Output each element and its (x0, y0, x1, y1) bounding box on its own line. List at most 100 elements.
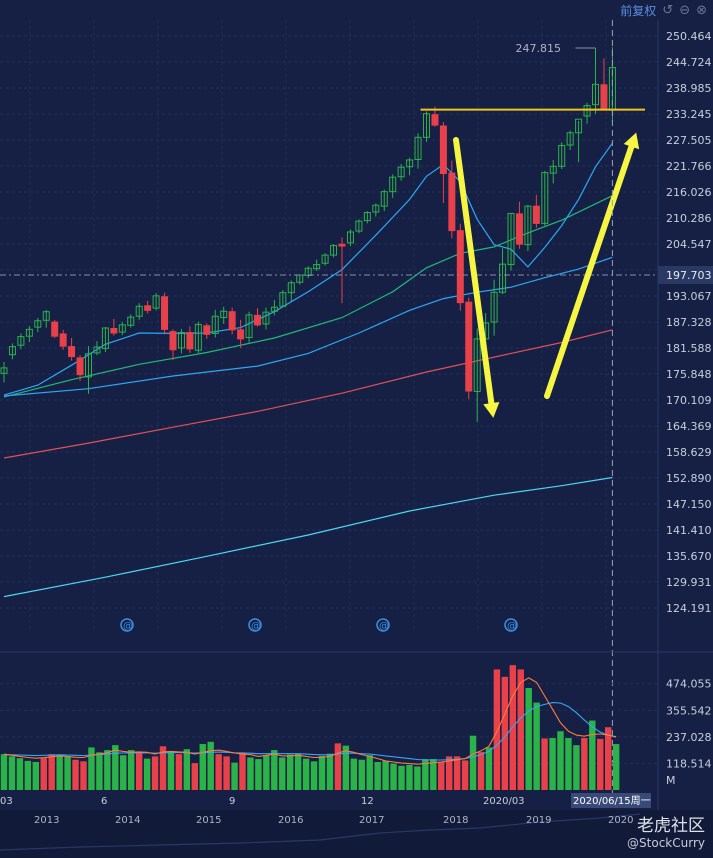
candle-body (465, 301, 473, 392)
candle-body (34, 320, 42, 328)
y-tick-label: 221.766 (666, 160, 712, 173)
moving-average-line (3, 329, 613, 459)
y-tick-label: 238.985 (666, 82, 712, 95)
y-tick-label: 193.067 (666, 290, 712, 303)
candle-body (600, 84, 608, 109)
volume-bar (533, 702, 540, 790)
candle-body (118, 324, 126, 333)
y-tick-label: 124.191 (666, 602, 712, 615)
timeline-overview-line (0, 813, 641, 851)
max-price-label: 247.815 (516, 42, 562, 55)
volume-bar (398, 765, 405, 790)
vol-tick-label: 118.514 (666, 757, 712, 770)
candle-body (237, 329, 245, 340)
volume-bar (120, 755, 127, 790)
volume-bar (358, 759, 365, 790)
candle-body (423, 113, 430, 138)
candle-body (8, 346, 16, 356)
candle-body (17, 336, 25, 346)
vol-tick-label: 237.028 (666, 731, 712, 744)
y-tick-label: 187.328 (666, 316, 712, 329)
volume-bar (128, 750, 135, 790)
volume-bar (223, 756, 230, 790)
volume-bar (438, 761, 445, 790)
candle-body (211, 315, 219, 334)
candle-body (566, 132, 574, 146)
candle-body (473, 338, 481, 392)
volume-bar (597, 738, 604, 790)
moving-average-line (3, 142, 613, 396)
volume-bar (56, 755, 63, 790)
volume-bar (382, 760, 389, 790)
volume-bar (565, 738, 572, 790)
cursor-date-box (571, 793, 651, 808)
volume-bar (446, 756, 453, 790)
volume-bar (469, 735, 477, 790)
y-tick-label: 135.670 (666, 550, 712, 563)
volume-bar (183, 749, 191, 790)
close-icon[interactable]: ⊗ (696, 2, 707, 18)
candle-body (279, 292, 287, 307)
moving-average-line (3, 476, 613, 598)
volume-bar (350, 758, 357, 790)
candle-body (51, 321, 59, 337)
volume-bar (342, 745, 350, 790)
undo-icon[interactable]: ↺ (662, 2, 674, 18)
candle-body (127, 316, 135, 326)
y-tick-label: 216.026 (666, 186, 712, 199)
candle-body (152, 295, 160, 309)
candle-body (363, 212, 371, 222)
candle-body (254, 314, 261, 326)
candle-body (245, 314, 253, 339)
up-arrow-head (623, 132, 640, 150)
candle-body (287, 282, 295, 294)
vol-tick-label: 474.055 (666, 678, 712, 691)
candle-body (507, 212, 515, 266)
candle-body (203, 325, 211, 335)
y-tick-label: 147.150 (666, 498, 712, 511)
event-marker (120, 618, 134, 632)
y-tick-label: 181.588 (666, 342, 712, 355)
candle-body (541, 172, 549, 224)
y-tick-label: 175.848 (666, 368, 712, 381)
candle-body (85, 353, 92, 378)
candle-body (524, 205, 532, 246)
vol-unit-label: M (666, 774, 676, 787)
candle-body (42, 311, 50, 321)
price-adjust-toggle[interactable]: 前复权 (620, 3, 657, 18)
event-marker-label: @ (379, 621, 389, 632)
volume-bar (493, 669, 501, 790)
candle-body (135, 305, 143, 317)
volume-bar (302, 758, 310, 790)
volume-bar (72, 759, 79, 790)
volume-bar (477, 751, 485, 790)
vol-x-tick-label: 2020/03 (483, 796, 525, 807)
volume-bar (112, 745, 119, 790)
candle-body (549, 165, 557, 174)
y-tick-label: 250.464 (666, 30, 712, 43)
volume-bar (135, 753, 143, 790)
minus-circle-icon[interactable]: ⊖ (679, 2, 691, 18)
volume-bar (541, 738, 548, 790)
timeline-year-label: 2017 (359, 815, 384, 826)
candle-body (583, 105, 591, 117)
y-tick-label: 141.410 (666, 524, 712, 537)
candle-body (372, 204, 380, 213)
candle-body (25, 328, 33, 337)
candle-body (161, 296, 169, 330)
candle-body (575, 118, 583, 134)
y-tick-label: 204.547 (666, 238, 712, 251)
candle-body (169, 331, 177, 351)
timeline-year-label: 2016 (278, 815, 303, 826)
volume-bar (294, 753, 302, 790)
candle-body (532, 205, 540, 224)
candle-body (76, 357, 84, 376)
candle-body (177, 332, 185, 349)
y-tick-label: 210.286 (666, 212, 712, 225)
volume-bar (0, 754, 8, 790)
volume-bar (318, 755, 326, 790)
volume-bar (159, 746, 167, 790)
candle-body (490, 291, 498, 323)
